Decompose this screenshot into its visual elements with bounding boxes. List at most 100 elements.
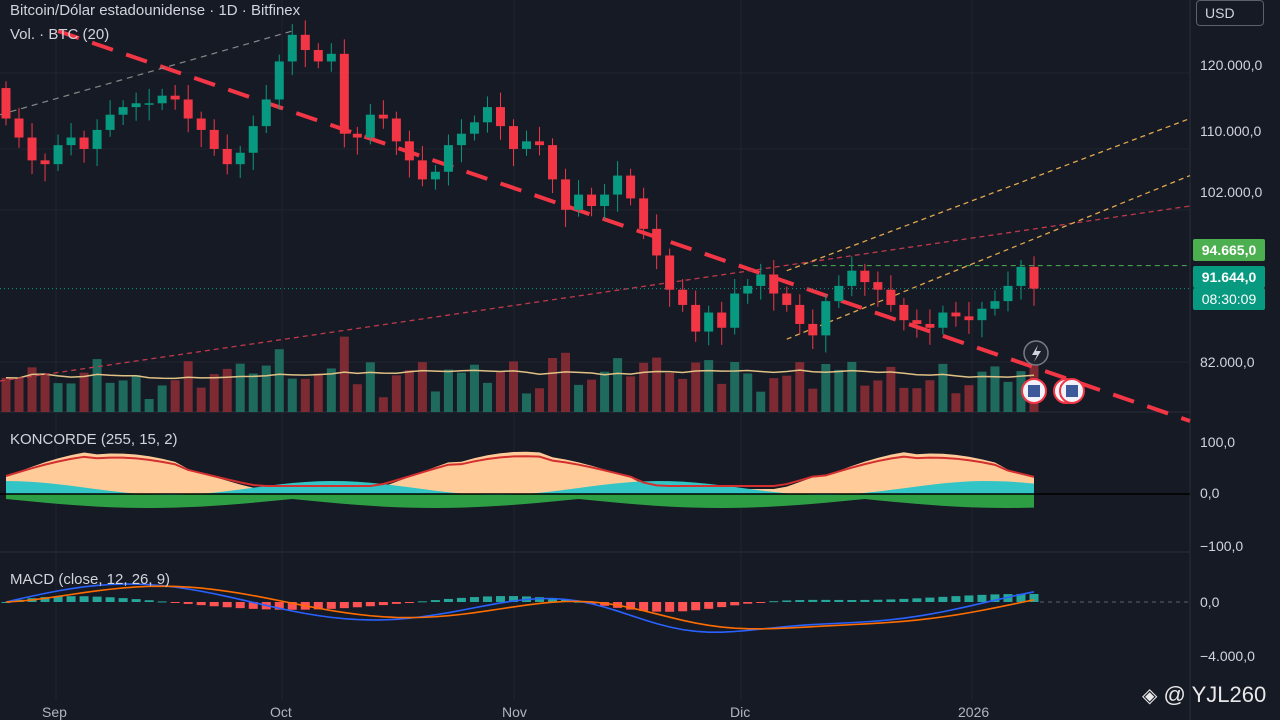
candle-body <box>248 126 258 153</box>
macd-histogram-bar <box>40 597 50 602</box>
volume-bar <box>365 362 375 412</box>
currency-button[interactable]: USD <box>1196 0 1264 26</box>
volume-bar <box>834 369 844 412</box>
macd-histogram-bar <box>92 596 102 602</box>
macd-histogram-bar <box>482 596 492 602</box>
volume-bar <box>404 370 414 412</box>
macd-histogram-bar <box>626 602 636 610</box>
volume-bar <box>170 380 180 412</box>
candle-body <box>352 133 362 138</box>
macd-histogram-bar <box>443 598 453 602</box>
candle-body <box>14 118 24 138</box>
macd-histogram-bar <box>352 602 362 608</box>
volume-bar <box>209 374 219 412</box>
candle-body <box>1 88 11 119</box>
macd-histogram-bar <box>821 599 831 602</box>
volume-bar <box>352 384 362 412</box>
macd-histogram-bar <box>66 596 76 602</box>
macd-histogram-bar <box>678 602 688 612</box>
macd-histogram-bar <box>704 602 714 609</box>
macd-histogram-bar <box>964 595 974 602</box>
candle-body <box>639 198 649 229</box>
macd-histogram-bar <box>730 602 740 606</box>
volume-bar <box>652 357 662 412</box>
candle-body <box>261 99 271 127</box>
macd-histogram-bar <box>391 602 401 604</box>
macd-histogram-bar <box>665 602 675 612</box>
macd-histogram-bar <box>639 602 649 611</box>
candle-body <box>105 114 115 130</box>
koncorde-green-area <box>6 494 1034 508</box>
candle-body <box>886 289 896 305</box>
candle-body <box>157 95 167 104</box>
volume-bar <box>964 385 974 412</box>
volume-bar <box>769 378 779 412</box>
macd-histogram-bar <box>196 602 206 606</box>
price-tick: 102.000,0 <box>1200 184 1263 200</box>
macd-histogram-bar <box>430 600 440 602</box>
candle-body <box>196 118 206 130</box>
candle-body <box>417 160 427 180</box>
macd-histogram-bar <box>495 596 505 602</box>
candle-body <box>964 316 974 321</box>
candle-body <box>561 179 571 210</box>
koncorde-tick: −100,0 <box>1200 538 1244 554</box>
macd-histogram-bar <box>378 602 388 606</box>
volume-bar <box>482 382 492 412</box>
candle-body <box>899 304 909 321</box>
macd-histogram-bar <box>274 602 284 610</box>
volume-bar <box>665 373 675 412</box>
volume-bar <box>53 383 63 412</box>
candle-body <box>769 274 779 294</box>
macd-histogram-bar <box>834 599 844 602</box>
candle-body <box>821 301 831 336</box>
volume-bar <box>938 363 948 412</box>
candle-body <box>66 137 76 146</box>
macd-histogram-bar <box>469 597 479 602</box>
volume-bar <box>27 367 37 412</box>
candle-body <box>717 312 727 328</box>
volume-bar <box>79 372 89 412</box>
macd-histogram-bar <box>691 602 701 611</box>
macd-histogram-bar <box>1016 593 1026 602</box>
macd-histogram-bar <box>951 596 961 602</box>
candle-body <box>339 53 349 134</box>
watermark: ◈ @ YJL260 <box>1142 682 1266 708</box>
volume-bar <box>118 380 128 412</box>
volume-bar <box>756 391 766 412</box>
volume-bar <box>1 377 11 412</box>
macd-histogram-bar <box>209 602 219 607</box>
volume-bar <box>730 362 740 412</box>
volume-bar <box>782 375 792 412</box>
macd-histogram-bar <box>860 599 870 602</box>
level-price-tag: 94.665,0 <box>1193 239 1265 261</box>
candle-body <box>378 114 388 119</box>
channel-upper-line <box>786 117 1191 272</box>
volume-bar <box>860 385 870 412</box>
time-tick: Nov <box>502 704 527 720</box>
candle-body <box>782 293 792 305</box>
volume-bar <box>743 373 753 412</box>
macd-histogram-bar <box>222 602 232 608</box>
volume-bar <box>613 358 623 412</box>
price-tick: 110.000,0 <box>1200 123 1262 139</box>
macd-histogram-bar <box>170 602 180 603</box>
volume-bar <box>495 372 505 412</box>
candle-body <box>235 152 245 165</box>
chart-title: Bitcoin/Dólar estadounidense · 1D · Bitf… <box>10 2 301 19</box>
candle-body <box>795 304 805 324</box>
channel-lower-line <box>786 174 1191 340</box>
volume-bar <box>1016 371 1026 412</box>
macd-histogram-bar <box>248 602 258 609</box>
binance-logo-icon: ◈ <box>1142 685 1158 707</box>
candle-body <box>834 285 844 302</box>
candle-body <box>730 293 740 328</box>
macd-histogram-bar <box>417 601 427 603</box>
volume-bar <box>548 358 558 412</box>
volume-bar <box>326 368 336 412</box>
macd-histogram-bar <box>365 602 375 607</box>
candle-body <box>131 103 141 108</box>
volume-bar <box>639 362 649 412</box>
macd-tick: 0,0 <box>1200 594 1220 610</box>
